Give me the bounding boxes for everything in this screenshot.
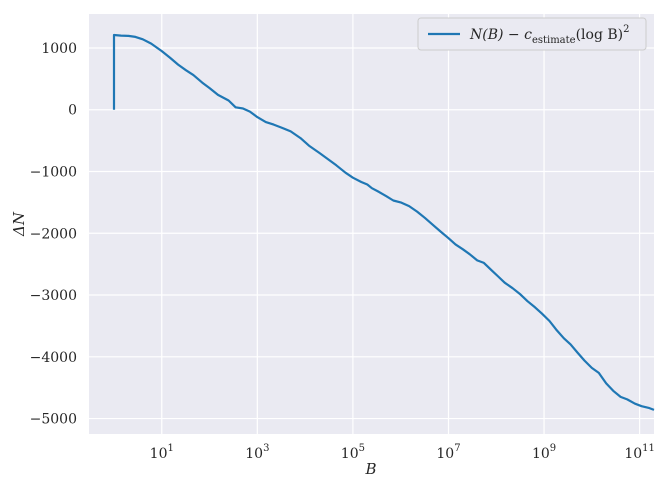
legend-label-sup: 2 — [623, 24, 629, 35]
x-tick-label: 105 — [341, 443, 365, 462]
y-tick-label: 0 — [68, 103, 77, 119]
legend-label-sub: estimate — [532, 35, 576, 46]
x-tick-exponent: 5 — [359, 443, 365, 454]
x-tick-label: 107 — [436, 443, 460, 462]
y-tick-label: −4000 — [30, 350, 77, 366]
x-tick-exponent: 11 — [642, 443, 655, 454]
x-tick-base: 10 — [624, 446, 642, 462]
x-tick-exponent: 7 — [454, 443, 460, 454]
series-line — [112, 33, 655, 411]
x-tick-base: 10 — [245, 446, 263, 462]
x-tick-base: 10 — [532, 446, 550, 462]
grid-lines — [89, 14, 654, 434]
x-axis-label: B — [364, 460, 376, 478]
y-tick-label: −5000 — [30, 412, 77, 428]
plot-background — [89, 14, 654, 434]
series-layer — [112, 33, 655, 411]
x-tick-base: 10 — [150, 446, 168, 462]
x-tick-exponent: 3 — [263, 443, 269, 454]
y-tick-labels: 1000 0 −1000 −2000 −3000 −4000 −5000 — [30, 41, 77, 428]
y-axis-label: ΔN — [10, 211, 28, 237]
x-tick-label: 109 — [532, 443, 556, 462]
legend-label-main: N(B) − c — [469, 27, 532, 43]
y-tick-label: −2000 — [30, 226, 77, 242]
y-tick-label: −1000 — [30, 165, 77, 181]
legend-label: N(B) − cestimate(log B)2 — [469, 24, 630, 46]
x-tick-base: 10 — [341, 446, 359, 462]
x-tick-label: 101 — [150, 443, 174, 462]
y-tick-label: −3000 — [30, 288, 77, 304]
legend-label-tail: (log B) — [576, 27, 624, 43]
legend: N(B) − cestimate(log B)2 — [417, 17, 647, 51]
y-tick-label: 1000 — [41, 41, 77, 57]
x-tick-labels: 101 103 105 107 109 1011 — [150, 443, 655, 462]
x-tick-base: 10 — [436, 446, 454, 462]
x-tick-label: 1011 — [624, 443, 655, 462]
x-tick-label: 103 — [245, 443, 269, 462]
x-tick-exponent: 9 — [550, 443, 556, 454]
legend-box — [417, 17, 647, 51]
x-tick-exponent: 1 — [167, 443, 173, 454]
